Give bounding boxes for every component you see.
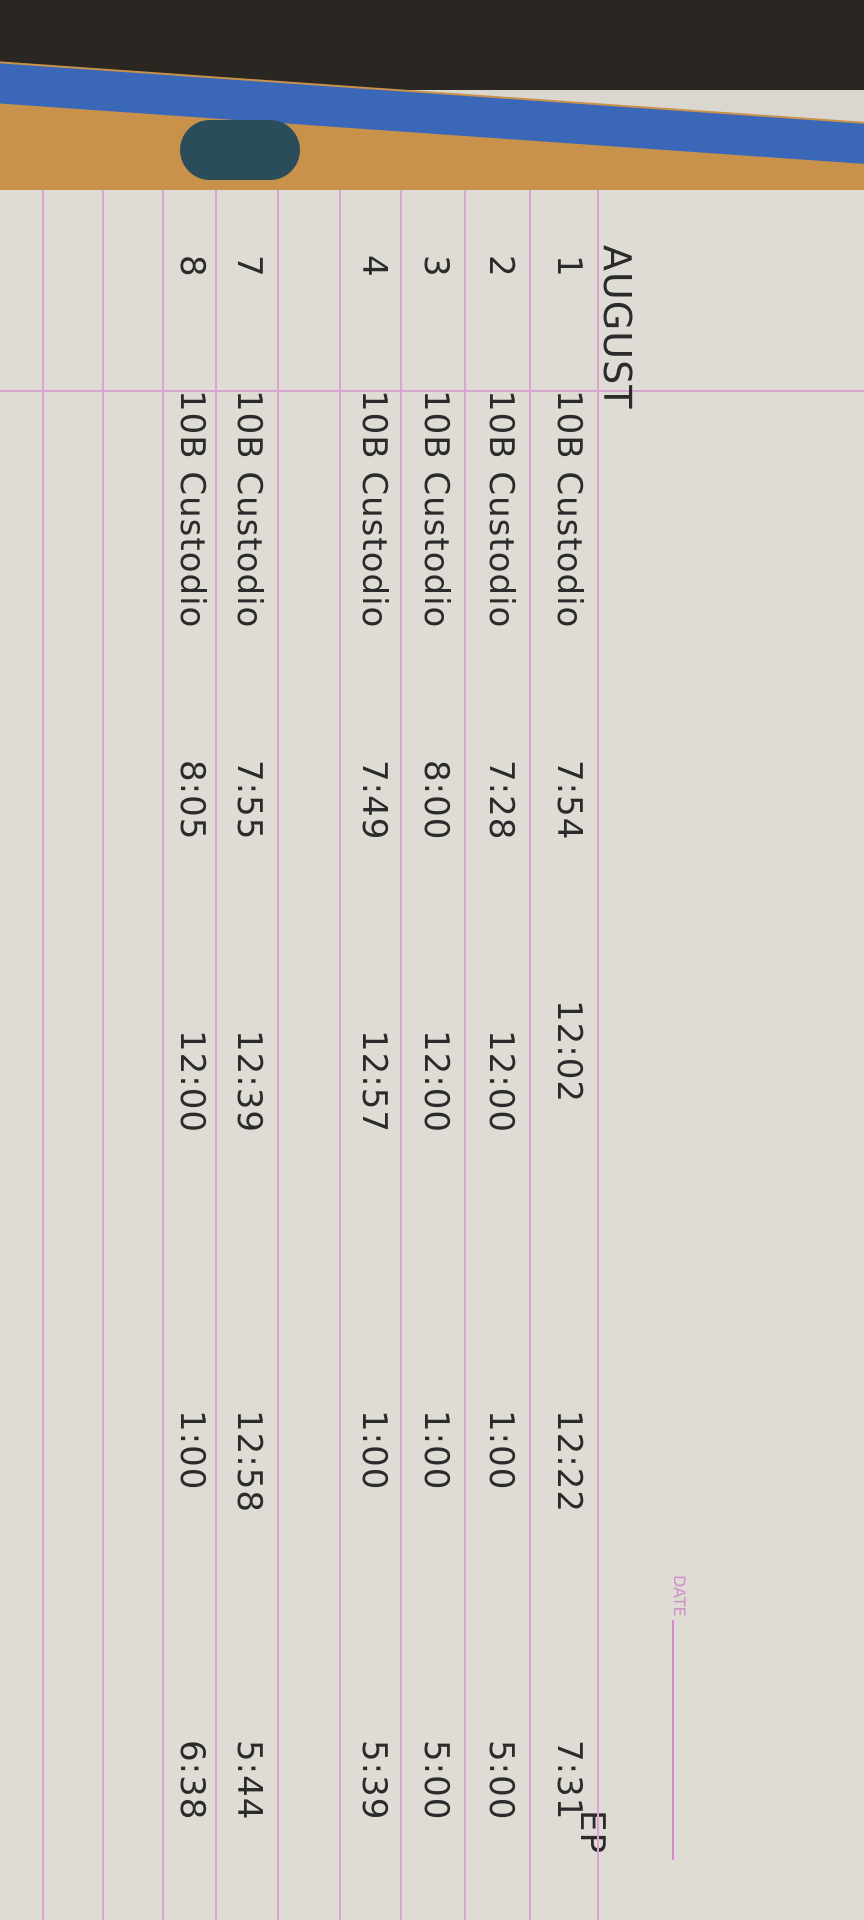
time-out-am: 12:00 xyxy=(172,1030,212,1133)
name-cell: 10B Custodio xyxy=(416,390,456,629)
ruled-line xyxy=(464,190,466,1920)
time-in-pm: 1:00 xyxy=(481,1410,521,1491)
ruled-line xyxy=(400,190,402,1920)
name-cell: 10B Custodio xyxy=(354,390,394,629)
time-in-pm: 12:58 xyxy=(229,1410,269,1513)
time-in: 7:55 xyxy=(229,760,269,841)
time-out-am: 12:00 xyxy=(416,1030,456,1133)
ruled-line xyxy=(597,190,599,1920)
time-in-pm: 1:00 xyxy=(354,1410,394,1491)
month-heading: AUGUST xyxy=(595,245,639,410)
cover-logo xyxy=(180,120,300,180)
time-in-pm: 1:00 xyxy=(416,1410,456,1491)
time-out-pm: 5:00 xyxy=(416,1740,456,1821)
time-out-pm: 6:38 xyxy=(172,1740,212,1821)
time-out-pm: 5:39 xyxy=(354,1740,394,1821)
ruled-line xyxy=(529,190,531,1920)
time-in-pm: 12:22 xyxy=(549,1410,589,1513)
time-in: 7:54 xyxy=(549,760,589,841)
ruled-line xyxy=(215,190,217,1920)
ruled-line xyxy=(42,190,44,1920)
time-out-am: 12:02 xyxy=(549,1000,589,1103)
time-in: 8:00 xyxy=(416,760,456,841)
time-in: 7:28 xyxy=(481,760,521,841)
time-in: 8:05 xyxy=(172,760,212,841)
name-cell: 10B Custodio xyxy=(172,390,212,629)
time-out-pm: 5:44 xyxy=(229,1740,269,1821)
name-cell: 10B Custodio xyxy=(229,390,269,629)
ruled-line xyxy=(162,190,164,1920)
time-out-am: 12:39 xyxy=(229,1030,269,1133)
date-line xyxy=(672,1620,674,1860)
ruled-line xyxy=(102,190,104,1920)
name-cell: 10B Custodio xyxy=(481,390,521,629)
ruled-line xyxy=(277,190,279,1920)
day-number: 1 xyxy=(549,255,589,278)
day-number: 4 xyxy=(354,255,394,278)
day-number: 8 xyxy=(172,255,212,278)
time-out-am: 12:57 xyxy=(354,1030,394,1133)
ruled-line xyxy=(339,190,341,1920)
time-in-pm: 1:00 xyxy=(172,1410,212,1491)
time-out-pm: 5:00 xyxy=(481,1740,521,1821)
date-label: DATE xyxy=(670,1575,689,1617)
day-number: 3 xyxy=(416,255,456,278)
time-in: 7:49 xyxy=(354,760,394,841)
day-number: 7 xyxy=(229,255,269,278)
name-cell: 10B Custodio xyxy=(549,390,589,629)
time-out-pm: 7:31 xyxy=(549,1740,589,1821)
day-number: 2 xyxy=(481,255,521,278)
time-out-am: 12:00 xyxy=(481,1030,521,1133)
